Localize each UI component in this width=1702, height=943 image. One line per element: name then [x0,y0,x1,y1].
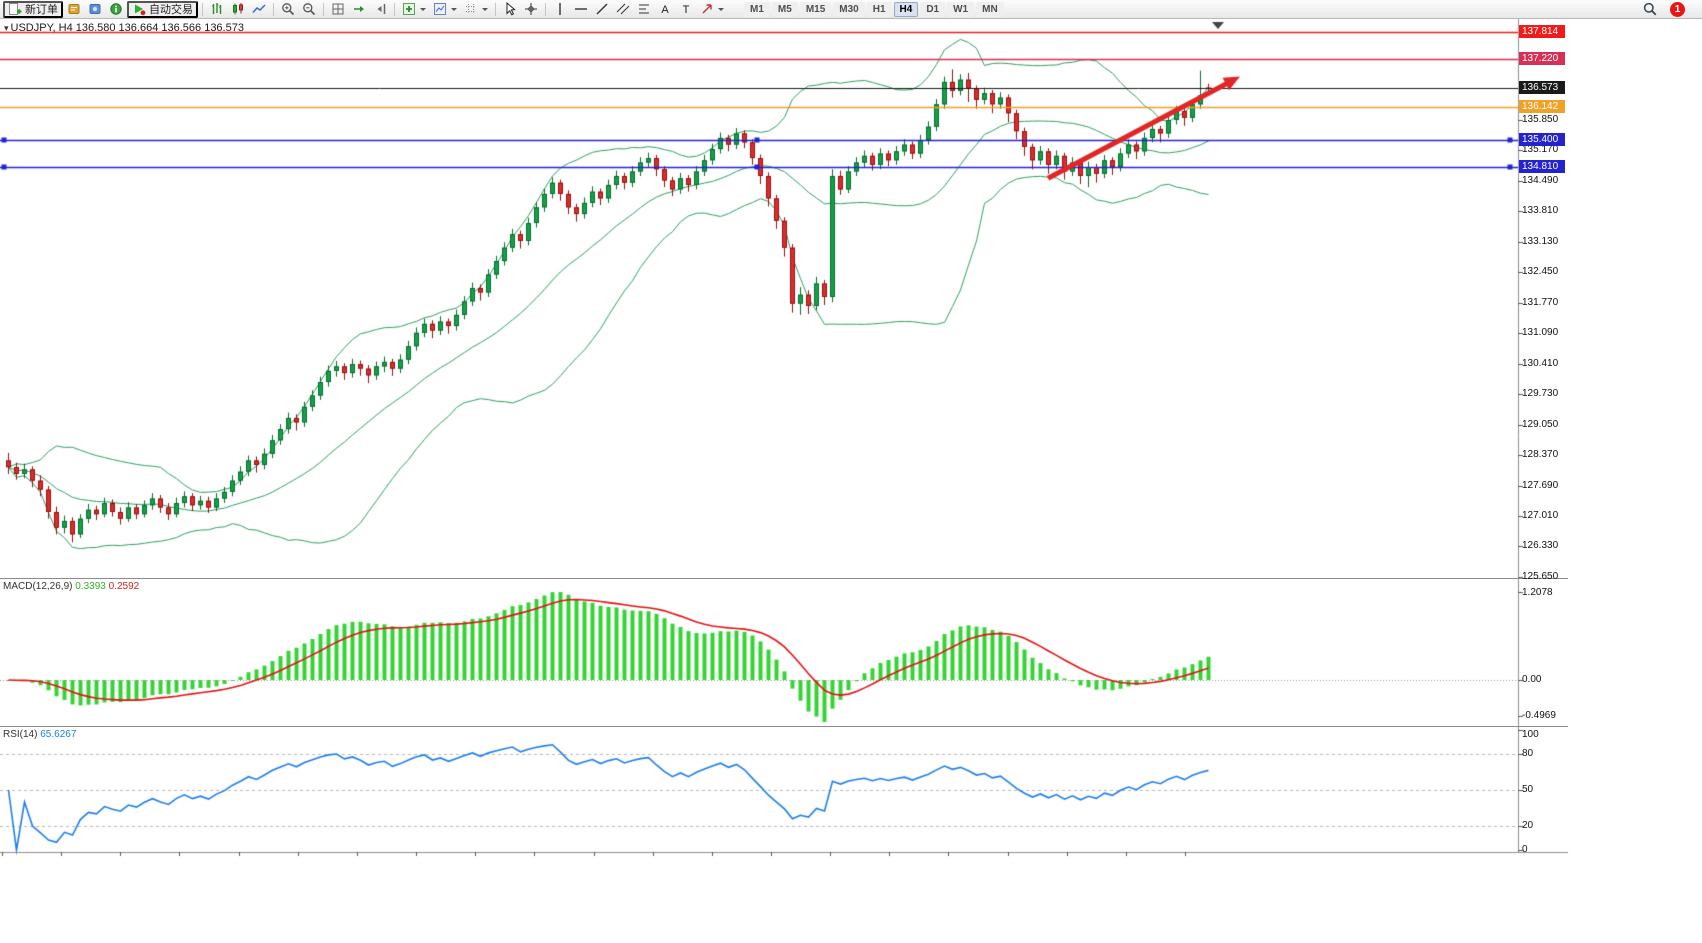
timeframe-m30[interactable]: M30 [833,1,865,17]
toolbar: 新订单 自动交易 [0,0,1702,19]
dropdown-caret [451,7,457,11]
timeframe-w1[interactable]: W1 [947,1,975,17]
timeframe-m1[interactable]: M1 [744,1,770,17]
auto-scroll-icon [354,6,364,12]
auto-scroll-button[interactable] [349,1,369,18]
timeframe-group: M1 M5 M15 M30 H1 H4 D1 W1 MN [744,1,1004,17]
chart-shift-button[interactable] [370,1,390,18]
text-label-glyph: T [683,4,690,16]
timeframe-mn[interactable]: MN [976,1,1004,17]
candlestick-chart-icon [233,3,243,15]
toolbar-separator [273,2,274,16]
time-axis[interactable] [0,853,1518,871]
charts-profile-button[interactable] [85,1,105,18]
vertical-line-button[interactable] [550,1,570,18]
data-window-icon [110,3,122,15]
channel-icon [616,3,630,15]
trendline-button[interactable] [592,1,612,18]
panel-divider-macd[interactable] [0,578,1568,579]
notification-badge[interactable]: 1 [1670,1,1685,17]
text-tool-glyph: A [661,4,669,16]
bars-chart-button[interactable] [207,1,227,18]
timeframe-m15[interactable]: M15 [799,1,832,17]
crosshair-icon [525,3,537,15]
grid-icon [466,4,476,14]
trendline-icon [596,3,608,15]
dropdown-caret [482,7,488,11]
timeframe-h1[interactable]: H1 [866,1,892,17]
new-order-label: 新订单 [25,4,58,16]
channel-button[interactable] [613,1,633,18]
metaeditor-icon [68,4,80,14]
timeframe-h4[interactable]: H4 [893,1,919,17]
toolbar-right: 1 [1640,1,1699,18]
timeframe-d1[interactable]: D1 [920,1,946,17]
arrows-button[interactable] [697,1,727,18]
chart-shift-icon [377,4,386,14]
crosshair-button[interactable] [521,1,541,18]
new-order-icon [9,3,22,15]
fibonacci-button[interactable] [634,1,654,18]
text-label-icon: T [683,4,690,16]
fibonacci-icon [639,4,649,14]
toolbar-separator [202,2,203,16]
add-indicator-button[interactable] [399,1,429,18]
text-label-button[interactable]: T [676,1,696,18]
bars-chart-icon [212,3,222,14]
dropdown-caret [718,7,724,11]
metaeditor-button[interactable] [64,1,84,18]
candlestick-chart-button[interactable] [228,1,248,18]
toolbar-separator [495,2,496,16]
toolbar-separator [394,2,395,16]
zoom-out-icon [303,3,316,16]
vertical-line-icon [559,3,561,15]
timeframe-m5[interactable]: M5 [771,1,798,17]
tile-windows-button[interactable] [328,1,348,18]
cursor-icon [506,2,516,16]
data-window-button[interactable] [106,1,126,18]
tile-windows-icon [332,3,344,15]
dropdown-caret [420,7,426,11]
text-icon: A [661,4,669,16]
arrows-icon [702,4,712,14]
zoom-in-icon [282,3,295,16]
zoom-out-button[interactable] [299,1,319,18]
line-chart-button[interactable] [249,1,269,18]
panel-divider-rsi[interactable] [0,726,1568,727]
line-chart-icon [252,4,266,13]
grid-button[interactable] [461,1,491,18]
search-button[interactable] [1640,1,1660,18]
autotrading-label: 自动交易 [149,4,193,16]
horizontal-line-button[interactable] [571,1,591,18]
templates-button[interactable] [430,1,460,18]
charts-profile-icon [89,4,101,14]
autotrading-button[interactable]: 自动交易 [127,0,198,18]
price-scale[interactable] [1518,19,1568,852]
search-icon [1643,2,1657,16]
new-order-button[interactable]: 新订单 [3,0,63,18]
templates-icon [434,3,446,15]
toolbar-separator [545,2,546,16]
cursor-button[interactable] [500,1,520,18]
text-button[interactable]: A [655,1,675,18]
toolbar-separator [323,2,324,16]
autotrading-icon [135,4,146,16]
horizontal-line-icon [575,8,587,10]
zoom-in-button[interactable] [278,1,298,18]
add-indicator-icon [403,3,415,15]
